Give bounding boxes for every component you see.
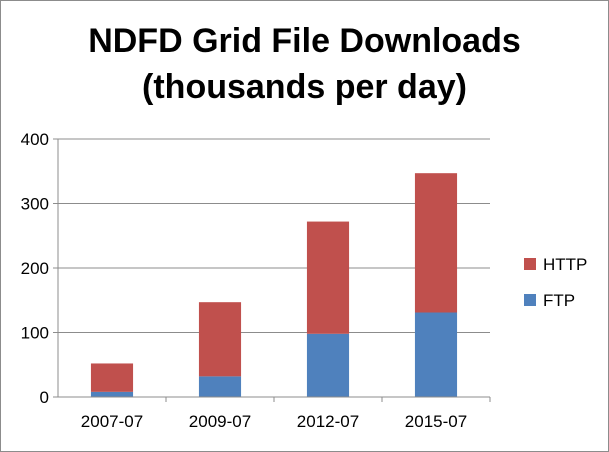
bar-ftp-2007-07 [90,391,134,397]
bar-ftp-2012-07 [306,333,350,397]
legend: HTTP FTP [524,255,587,310]
legend-swatch-http [524,258,536,270]
chart-title-line-1: NDFD Grid File Downloads [88,22,521,60]
legend-label-ftp: FTP [543,291,575,310]
x-tick-label: 2015-07 [405,412,467,431]
x-tick-label: 2012-07 [297,412,359,431]
chart-title-line-2: (thousands per day) [142,68,467,106]
legend-label-http: HTTP [543,255,587,274]
bar-ftp-2015-07 [414,312,458,397]
y-tick-label: 0 [40,388,49,407]
legend-swatch-ftp [524,294,536,306]
y-tick-label: 300 [21,195,49,214]
bar-http-2015-07 [414,173,458,313]
chart-title: NDFD Grid File Downloads (thousands per … [0,18,609,110]
bar-http-2012-07 [306,221,350,334]
bar-ftp-2009-07 [198,376,242,397]
y-tick-label: 400 [21,130,49,149]
bar-http-2007-07 [90,363,134,392]
y-tick-label: 100 [21,324,49,343]
x-tick-label: 2007-07 [81,412,143,431]
axes: 0 100 200 300 400 2007-07 2009-07 2012-07 2015-0… [21,130,491,431]
y-tick-label: 200 [21,259,49,278]
bar-http-2009-07 [198,302,242,377]
bars [90,173,458,397]
x-tick-label: 2009-07 [189,412,251,431]
